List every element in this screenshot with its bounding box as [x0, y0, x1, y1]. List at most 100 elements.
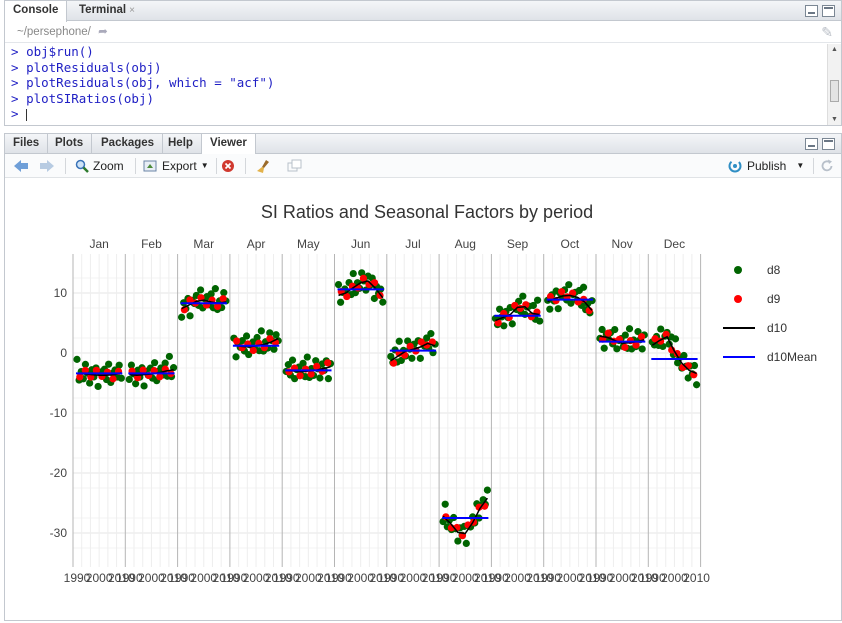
tab-files[interactable]: Files — [5, 134, 49, 154]
export-button[interactable]: Export ▼ — [143, 158, 209, 174]
d8-point — [334, 281, 343, 289]
x-tick-label: 2000 — [86, 571, 113, 585]
x-tick-label: 2000 — [190, 571, 217, 585]
d8-point — [408, 354, 416, 362]
x-tick-label: 1990 — [168, 571, 195, 585]
console-output[interactable]: > obj$run() > plotResiduals(obj) > plotR… — [5, 43, 841, 122]
publish-button[interactable]: Publish ▼ — [727, 158, 804, 174]
tab-console-label: Console — [13, 4, 59, 16]
d10-line — [442, 497, 489, 535]
x-tick-label: 2010 — [213, 571, 240, 585]
d8-point — [554, 305, 562, 313]
d9-point — [389, 359, 398, 367]
d9-point — [359, 274, 368, 282]
console-prompt: > — [11, 59, 19, 75]
d8-point — [94, 382, 102, 391]
console-scrollbar[interactable]: ▲ ▼ — [827, 44, 841, 125]
forward-arrow-icon[interactable] — [39, 158, 55, 174]
remove-viewer-button[interactable] — [221, 158, 235, 174]
console-tabbar: Console Terminal × — [5, 1, 841, 22]
x-tick-label: 2000 — [347, 571, 374, 585]
publish-label: Publish — [747, 159, 787, 173]
minimize-button[interactable] — [805, 138, 818, 150]
tab-plots[interactable]: Plots — [47, 134, 93, 154]
y-tick-label: -30 — [50, 526, 68, 540]
d8-point — [379, 298, 387, 306]
d8-point — [316, 374, 324, 382]
console-command: plotResiduals(obj) — [26, 59, 162, 75]
d8-point — [611, 326, 619, 334]
tab-packages-label: Packages — [101, 137, 155, 149]
d8-point — [533, 296, 542, 304]
chevron-down-icon: ▼ — [796, 161, 805, 170]
console-window-buttons — [805, 5, 835, 17]
maximize-button[interactable] — [822, 5, 835, 17]
goto-directory-icon[interactable]: ➦ — [98, 26, 108, 38]
d8-point — [349, 269, 357, 278]
clear-console-icon[interactable]: ✎ — [821, 24, 833, 40]
d9-point — [475, 503, 483, 511]
d10-line — [390, 342, 436, 362]
tab-viewer[interactable]: Viewer — [202, 134, 256, 155]
d8-point — [600, 344, 608, 352]
d8-point — [81, 360, 90, 368]
tab-help[interactable]: Help — [160, 134, 202, 154]
y-tick-label: 0 — [60, 346, 67, 360]
d8-point — [284, 361, 292, 369]
legend-marker-d8 — [734, 266, 742, 274]
export-label: Export — [162, 159, 197, 173]
tab-terminal[interactable]: Terminal × — [71, 1, 143, 21]
d9-point — [684, 362, 692, 370]
zoom-button[interactable]: Zoom — [75, 158, 124, 174]
legend-marker-d9 — [734, 295, 742, 303]
facet-label: Aug — [455, 237, 476, 251]
console-input-line[interactable]: > — [11, 106, 841, 122]
facet-label: Mar — [193, 237, 214, 251]
scroll-up-icon[interactable]: ▲ — [831, 46, 838, 53]
facet-label: Dec — [664, 237, 685, 251]
popout-icon — [287, 159, 302, 172]
d8-point — [680, 351, 688, 360]
scrollbar-thumb[interactable] — [830, 80, 839, 102]
back-arrow-icon[interactable] — [13, 158, 29, 174]
d8-point — [253, 333, 261, 342]
d9-point — [76, 373, 84, 381]
d9-point — [307, 370, 315, 378]
d10-line — [547, 294, 593, 311]
x-tick-label: 2010 — [683, 571, 710, 585]
popout-button[interactable] — [287, 158, 302, 174]
d8-point — [127, 361, 136, 369]
d9-point — [632, 341, 640, 349]
x-tick-label: 2010 — [474, 571, 501, 585]
d8-point — [232, 353, 240, 361]
d9-point — [296, 372, 304, 380]
d8-point — [454, 537, 462, 545]
d9-point — [406, 342, 414, 350]
working-directory-path[interactable]: ~/persephone/ — [17, 26, 91, 38]
d8-point — [671, 335, 680, 343]
x-tick-label: 2010 — [526, 571, 553, 585]
d9-point — [651, 335, 659, 343]
d8-point — [178, 313, 186, 321]
d8-point — [132, 380, 140, 388]
maximize-button[interactable] — [822, 138, 835, 150]
clear-all-button[interactable] — [256, 158, 271, 174]
tab-packages[interactable]: Packages — [93, 134, 164, 154]
viewer-pane: Files Plots Packages Help Viewer Zoom Ex… — [4, 133, 842, 621]
refresh-button[interactable] — [820, 158, 834, 174]
broom-icon — [257, 159, 269, 173]
x-tick-label: 1990 — [534, 571, 561, 585]
console-prompt: > — [11, 44, 19, 59]
console-line: > plotResiduals(obj, which = "acf") — [11, 75, 841, 91]
scroll-down-icon[interactable]: ▼ — [831, 116, 838, 123]
console-path-bar: ~/persephone/ ➦ ✎ — [5, 21, 841, 43]
d8-point — [483, 486, 491, 494]
x-tick-label: 2010 — [317, 571, 344, 585]
d8-point — [242, 332, 251, 340]
console-line: > plotSIRatios(obj) — [11, 91, 841, 107]
minimize-button[interactable] — [805, 5, 818, 17]
close-icon[interactable]: × — [129, 5, 135, 16]
tab-console[interactable]: Console — [5, 1, 68, 22]
x-tick-label: 2010 — [579, 571, 606, 585]
facet-label: May — [297, 237, 320, 251]
